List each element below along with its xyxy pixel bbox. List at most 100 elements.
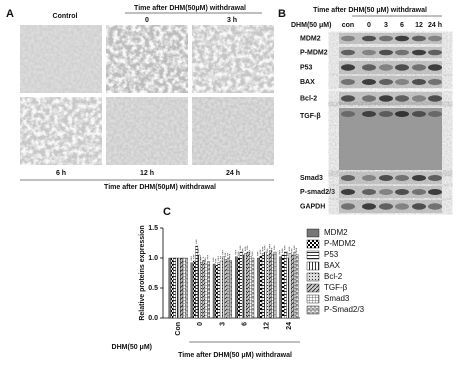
band [362,79,376,85]
significance: *** [214,258,219,263]
bar [246,251,250,319]
band [379,49,393,56]
bar [204,263,208,319]
band [341,95,355,102]
bar [264,251,267,319]
bar [217,262,221,319]
bar [261,253,265,319]
band [362,189,376,195]
bar [295,254,299,319]
significance: *** [206,254,211,259]
significance: *** [245,245,250,250]
significance: *** [250,251,255,256]
bar [235,256,238,319]
legend-swatch [306,305,320,315]
lane-label: 12 [415,22,423,29]
significance: *** [221,250,226,255]
band [412,111,426,117]
significance: *** [203,257,208,262]
protein-label: Bcl-2 [300,95,317,102]
lane-label: 24 h [428,22,442,29]
band [412,79,426,85]
band [341,64,355,71]
band [412,64,426,71]
bar [281,254,285,319]
protein-label: P-MDM2 [300,49,328,56]
band [412,175,426,181]
bar [293,251,297,319]
significance: *** [260,246,265,251]
y-axis-label: Relative proteins expression [139,225,146,320]
bar [266,254,270,319]
bar [197,254,201,319]
time-header: Time after DHM(50μM) withdrawal [134,5,246,12]
x-tick-label: 12 [264,322,271,330]
band [379,35,393,42]
legend-label: P53 [324,250,339,259]
x-tick-label: 24 [286,322,293,330]
x-prefix-label: DHM(50 μM) [112,344,152,351]
lane-label: 0 [367,22,371,29]
significance: *** [265,248,270,253]
band [379,64,393,71]
x-tick-label: Con [175,322,182,336]
significance: *** [290,248,295,253]
significance: * [201,256,206,258]
legend-label: Smad3 [324,294,350,303]
protein-label: BAX [300,79,315,86]
significance: ** [198,257,203,261]
band [395,35,409,42]
bar [177,257,181,319]
time-header: Time after DHM(50 μM) withdrawal [313,7,427,14]
bar [202,260,206,319]
protein-label: MDM2 [300,35,321,42]
blot-noise [339,186,442,198]
bar [273,251,277,319]
protein-label: GAPDH [300,203,325,210]
bar [271,254,274,319]
time-label: 12 h [140,170,154,177]
legend-label: P-MDM2 [324,239,356,248]
chart: C Relative proteins expression 0.0 0.5 1.0 1.… [112,206,365,359]
significance: *** [270,247,275,252]
band [412,95,426,102]
significance: *** [196,248,201,253]
blot-noise [339,61,442,74]
band [428,189,442,195]
band [428,79,442,85]
band [362,203,376,210]
bar [200,262,203,319]
significance: *** [267,244,272,249]
bar [239,251,243,319]
x-tick-label: 0 [197,322,204,326]
band [412,189,426,195]
y-tick-label: 0.0 [148,315,158,322]
x-axis-label: Time after DHM(50 μM) withdrawal [178,352,292,359]
band [395,111,409,117]
band [428,203,442,210]
time-label: 3 h [227,17,237,24]
significance: *** [228,253,233,258]
significance: *** [191,254,196,259]
bar [268,250,272,319]
band [379,203,393,210]
bar [251,257,255,319]
bar [180,257,183,319]
y-tick-label: 1.5 [148,225,158,232]
x-tick-label: 6 [241,322,248,326]
protein-label: TGF-β [300,113,321,120]
bar [219,260,223,319]
control-label: Control [53,13,78,20]
bar [173,257,176,319]
bar [288,253,292,319]
band [412,49,426,56]
bar [170,257,174,319]
bar [226,257,230,319]
significance: *** [216,256,221,261]
bar [212,263,216,319]
bar [291,254,294,319]
band [428,49,442,56]
lane-label: con [342,22,354,29]
significance: *** [194,239,199,244]
lane-label: 6 [400,22,404,29]
